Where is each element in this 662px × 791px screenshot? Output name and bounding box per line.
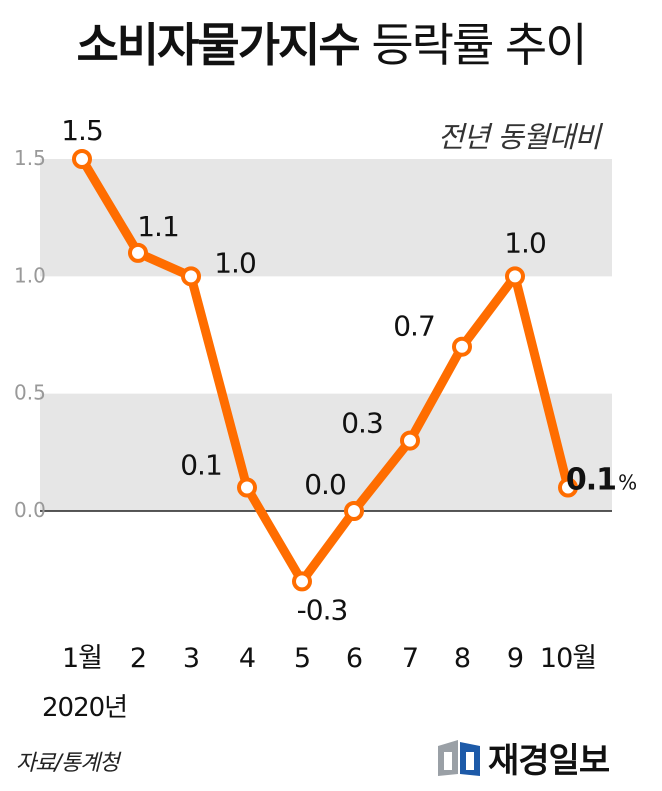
chart-subtitle: 전년 동월대비 bbox=[437, 120, 601, 154]
source-note: 자료/통계청 bbox=[16, 751, 120, 776]
data-point bbox=[292, 571, 312, 592]
data-label: 1.0 bbox=[504, 226, 546, 259]
chart-title: 소비자물가지수 등락률 추이 bbox=[0, 22, 662, 68]
x-tick-label: 1월 bbox=[62, 643, 102, 674]
brand-name: 재경일보 bbox=[488, 741, 610, 781]
data-label: 1.1 bbox=[137, 210, 179, 243]
x-tick-label: 8 bbox=[454, 643, 470, 674]
data-point bbox=[505, 266, 525, 287]
x-tick-label: 7 bbox=[402, 643, 418, 674]
data-label: 0.3 bbox=[341, 407, 383, 440]
data-point bbox=[452, 336, 472, 357]
data-label: 0.7 bbox=[393, 310, 435, 343]
data-point bbox=[558, 477, 578, 498]
y-tick-label: 1.5 bbox=[14, 146, 46, 170]
year-label: 2020년 bbox=[42, 693, 127, 723]
x-tick-label: 5 bbox=[294, 643, 310, 674]
data-point bbox=[181, 266, 201, 287]
data-label: 0.1% bbox=[566, 463, 636, 498]
data-point bbox=[72, 149, 92, 169]
x-tick-label: 9 bbox=[507, 643, 523, 674]
brand: 재경일보 bbox=[436, 733, 610, 782]
grid-band bbox=[40, 393, 612, 511]
x-tick-label: 2 bbox=[130, 643, 146, 674]
x-tick-label: 6 bbox=[346, 643, 362, 674]
chart-title-main: 소비자물가지수 bbox=[76, 18, 360, 72]
data-point bbox=[344, 501, 364, 521]
data-label-unit: % bbox=[618, 471, 636, 495]
data-point bbox=[128, 242, 148, 263]
x-tick-label: 4 bbox=[239, 643, 255, 674]
data-label: 1.0 bbox=[214, 246, 256, 279]
data-label: -0.3 bbox=[297, 593, 348, 626]
data-label: 0.1 bbox=[180, 449, 222, 482]
series-line bbox=[77, 154, 573, 586]
y-tick-label: 1.0 bbox=[14, 263, 46, 287]
data-label: 0.0 bbox=[304, 468, 346, 501]
chart-title-sub: 등락률 추이 bbox=[371, 18, 587, 72]
y-tick-label: 0.5 bbox=[14, 381, 46, 405]
brand-logo-icon bbox=[438, 739, 480, 776]
data-label: 1.5 bbox=[61, 114, 103, 147]
data-point bbox=[400, 430, 420, 451]
x-tick-label: 3 bbox=[183, 643, 199, 674]
y-tick-label: 0.0 bbox=[14, 498, 46, 522]
x-tick-label: 10월 bbox=[540, 643, 596, 674]
data-point bbox=[237, 477, 257, 498]
